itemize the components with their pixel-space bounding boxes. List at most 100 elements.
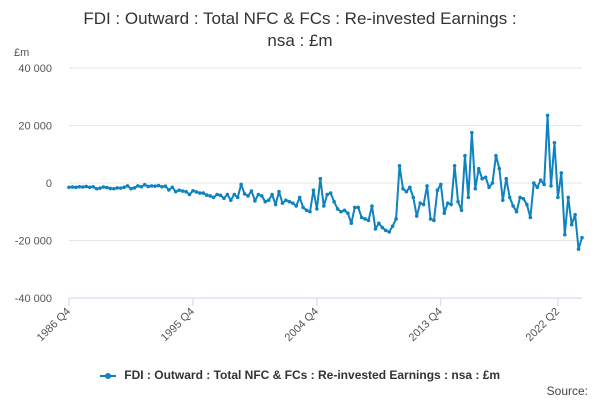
data-point[interactable] [211, 195, 216, 200]
data-point[interactable] [163, 184, 168, 188]
data-point[interactable] [98, 186, 102, 190]
data-point[interactable] [445, 201, 450, 205]
data-point[interactable] [304, 208, 309, 213]
data-point[interactable] [94, 186, 99, 191]
data-point[interactable] [160, 184, 164, 189]
data-point[interactable] [342, 208, 347, 213]
data-point[interactable] [449, 202, 453, 207]
data-point[interactable] [466, 195, 471, 200]
data-point[interactable] [105, 185, 109, 190]
data-point[interactable] [173, 189, 178, 194]
data-point[interactable] [442, 211, 447, 215]
data-point[interactable] [70, 185, 75, 189]
data-point[interactable] [167, 188, 171, 192]
data-point[interactable] [559, 171, 564, 175]
data-point[interactable] [538, 178, 543, 182]
data-point[interactable] [521, 197, 526, 201]
data-point[interactable] [253, 199, 257, 203]
data-point[interactable] [280, 201, 285, 205]
data-point[interactable] [532, 181, 536, 185]
data-point[interactable] [194, 190, 199, 194]
data-point[interactable] [153, 184, 157, 188]
data-point[interactable] [346, 211, 350, 215]
data-point[interactable] [142, 182, 147, 187]
data-point[interactable] [301, 205, 305, 210]
data-point[interactable] [229, 198, 233, 203]
data-point[interactable] [198, 191, 202, 195]
data-point[interactable] [562, 232, 567, 237]
data-point[interactable] [380, 225, 385, 230]
data-point[interactable] [139, 184, 144, 189]
data-point[interactable] [490, 181, 495, 185]
data-point[interactable] [580, 235, 584, 240]
data-point[interactable] [435, 188, 440, 192]
data-point[interactable] [321, 204, 326, 208]
data-point[interactable] [218, 193, 223, 198]
data-point[interactable] [256, 192, 261, 197]
data-point[interactable] [246, 194, 250, 198]
data-point[interactable] [311, 188, 316, 192]
data-point[interactable] [315, 207, 319, 211]
data-point[interactable] [308, 209, 312, 214]
data-point[interactable] [576, 247, 581, 251]
data-point[interactable] [511, 204, 515, 208]
data-point[interactable] [87, 185, 92, 190]
data-point[interactable] [518, 195, 522, 200]
data-point[interactable] [425, 184, 429, 188]
data-point[interactable] [249, 189, 254, 193]
data-point[interactable] [266, 198, 271, 203]
data-point[interactable] [566, 195, 571, 200]
data-point[interactable] [352, 205, 357, 210]
data-point[interactable] [418, 201, 422, 205]
data-point[interactable] [452, 163, 457, 168]
data-point[interactable] [370, 204, 374, 208]
data-point[interactable] [111, 186, 116, 191]
data-point[interactable] [284, 198, 288, 203]
data-point[interactable] [507, 195, 512, 200]
data-point[interactable] [184, 189, 188, 194]
data-point[interactable] [501, 198, 505, 203]
data-point[interactable] [328, 191, 333, 195]
data-point[interactable] [325, 192, 330, 197]
data-point[interactable] [480, 176, 484, 181]
data-point[interactable] [377, 221, 381, 226]
data-point[interactable] [414, 214, 419, 218]
data-point[interactable] [132, 186, 137, 190]
data-point[interactable] [528, 215, 533, 220]
data-point[interactable] [552, 140, 557, 145]
data-point[interactable] [428, 217, 433, 221]
data-point[interactable] [514, 209, 519, 214]
data-point[interactable] [504, 176, 509, 181]
data-point[interactable] [363, 217, 367, 221]
data-point[interactable] [118, 186, 123, 190]
data-point[interactable] [187, 192, 192, 197]
data-point[interactable] [204, 193, 209, 197]
data-point[interactable] [494, 153, 498, 158]
data-point[interactable] [497, 166, 502, 171]
data-point[interactable] [397, 163, 402, 168]
data-point[interactable] [242, 192, 247, 196]
data-point[interactable] [170, 185, 175, 190]
data-point[interactable] [294, 204, 299, 208]
data-point[interactable] [373, 227, 378, 231]
data-point[interactable] [263, 199, 268, 204]
data-point[interactable] [80, 185, 85, 189]
data-point[interactable] [356, 205, 361, 210]
data-point[interactable] [476, 166, 481, 171]
data-point[interactable] [366, 218, 371, 223]
data-point[interactable] [470, 130, 474, 135]
data-point[interactable] [432, 218, 436, 223]
data-point[interactable] [556, 195, 560, 200]
data-point[interactable] [408, 185, 412, 190]
data-point[interactable] [156, 183, 161, 188]
data-point[interactable] [191, 188, 195, 193]
data-point[interactable] [101, 185, 106, 189]
data-point[interactable] [201, 191, 206, 195]
data-point[interactable] [318, 176, 323, 181]
data-point[interactable] [332, 199, 336, 204]
data-point[interactable] [569, 222, 574, 227]
data-point[interactable] [125, 184, 130, 188]
data-point[interactable] [473, 186, 478, 191]
data-point[interactable] [222, 196, 226, 201]
data-point[interactable] [335, 207, 340, 211]
